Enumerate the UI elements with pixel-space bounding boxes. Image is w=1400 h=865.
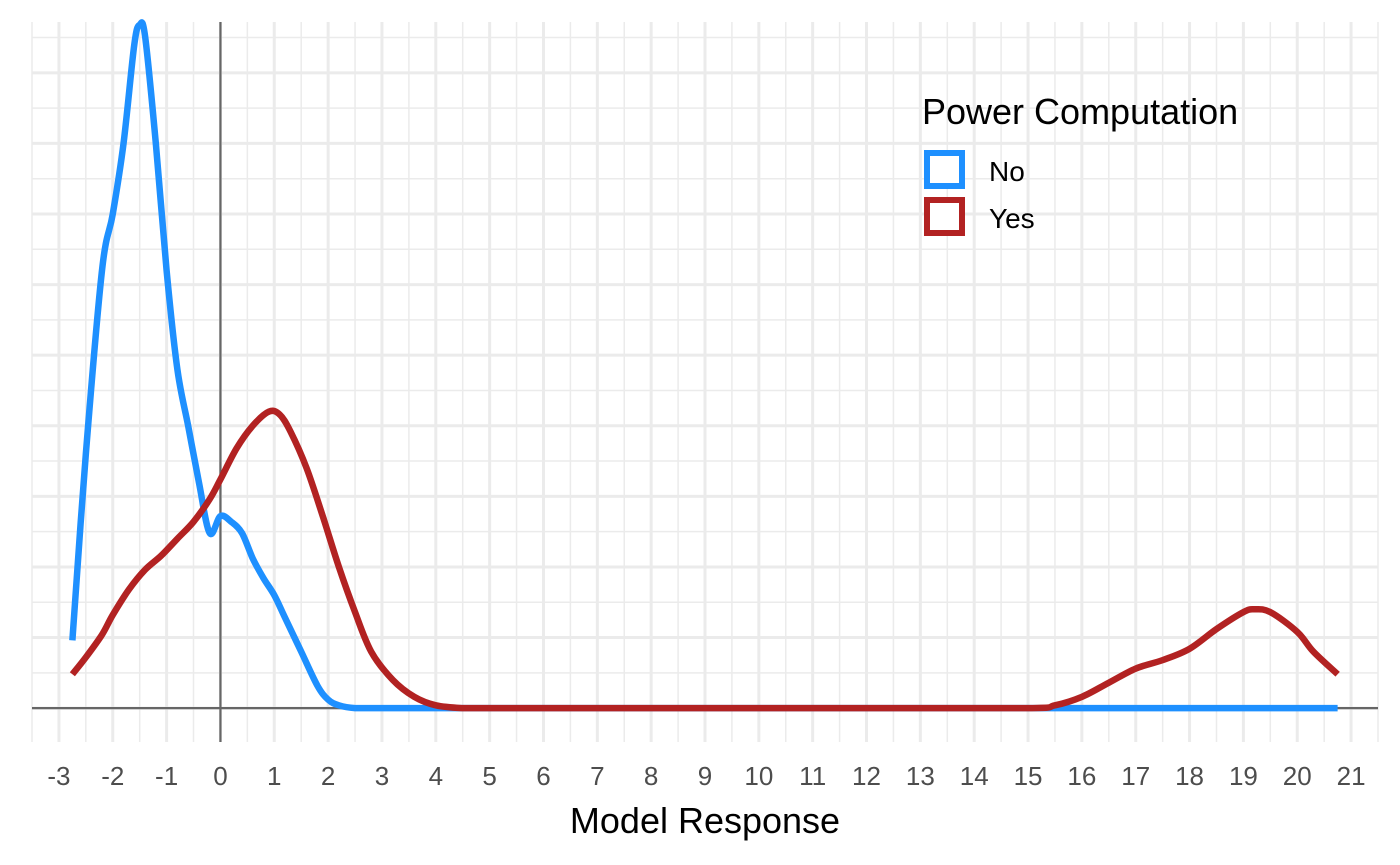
series-layer — [69, 19, 1340, 712]
x-tick-label: 20 — [1283, 761, 1312, 791]
legend-key-no — [924, 150, 965, 189]
x-tick-label: 1 — [267, 761, 281, 791]
x-tick-label: -3 — [47, 761, 70, 791]
legend-title: Power Computation — [922, 91, 1238, 132]
x-tick-label: 7 — [590, 761, 604, 791]
x-tick-label: -1 — [155, 761, 178, 791]
x-tick-label: 8 — [644, 761, 658, 791]
x-tick-label: 15 — [1014, 761, 1043, 791]
x-tick-label: 13 — [906, 761, 935, 791]
legend: Power Computation No Yes — [922, 91, 1238, 236]
legend-item-no: No — [924, 150, 1025, 189]
x-tick-label: 11 — [799, 761, 826, 791]
x-tick-label: 6 — [536, 761, 550, 791]
x-tick-label: 18 — [1175, 761, 1204, 791]
x-tick-label: 21 — [1337, 761, 1366, 791]
x-axis-title: Model Response — [570, 800, 840, 841]
x-tick-label: -2 — [101, 761, 124, 791]
x-tick-label: 2 — [321, 761, 335, 791]
legend-label-no: No — [989, 156, 1025, 187]
x-tick-label: 17 — [1121, 761, 1150, 791]
legend-key-yes — [924, 197, 965, 236]
x-tick-label: 4 — [429, 761, 443, 791]
x-tick-label: 14 — [960, 761, 989, 791]
x-tick-label: 10 — [744, 761, 773, 791]
x-axis-ticks: -3 -2 -1 0 1 2 3 4 5 6 7 8 9 10 11 12 13 14 15 16 17 18 19 20 21 — [47, 761, 1365, 791]
x-tick-label: 9 — [698, 761, 712, 791]
legend-item-yes: Yes — [924, 197, 1035, 236]
x-tick-label: 12 — [852, 761, 881, 791]
legend-label-yes: Yes — [989, 203, 1035, 234]
x-tick-label: 0 — [213, 761, 227, 791]
legend-items: No Yes — [924, 150, 1035, 236]
x-tick-label: 19 — [1229, 761, 1258, 791]
grid — [31, 22, 1379, 742]
series-line-yes — [69, 407, 1340, 712]
x-tick-label: 3 — [375, 761, 389, 791]
x-tick-label: 16 — [1067, 761, 1096, 791]
x-tick-label: 5 — [482, 761, 496, 791]
